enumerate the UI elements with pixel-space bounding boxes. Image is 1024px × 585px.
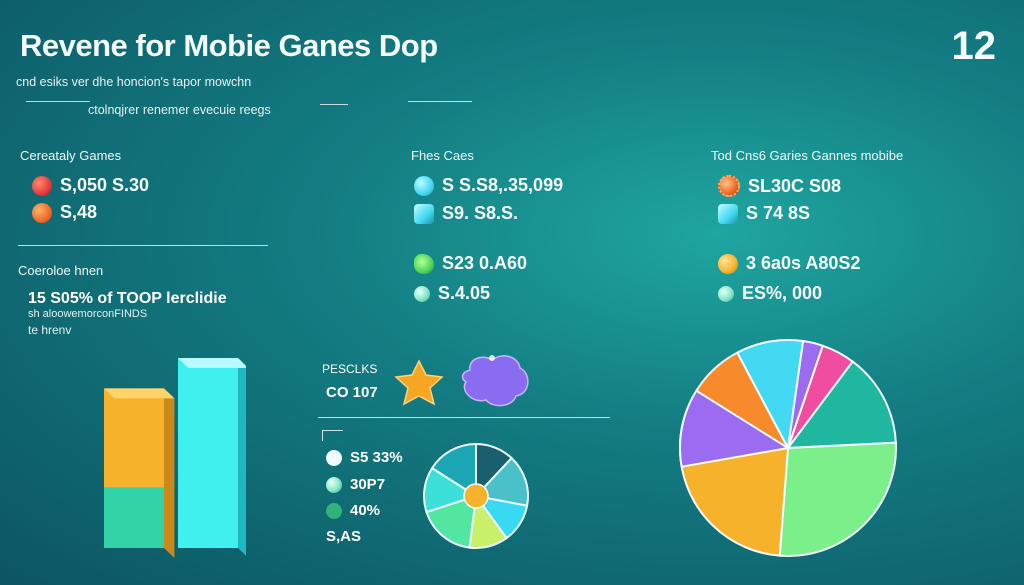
left-stat-2: S,48 [32, 202, 97, 223]
middle-pie-bracket [322, 430, 343, 441]
globe-icon [326, 476, 342, 493]
left-stat-1-value: S,050 S.30 [60, 175, 150, 195]
right-section-heading: Tod Cns6 Garies Gannes mobibe [711, 148, 904, 163]
red-gem-icon [32, 175, 52, 196]
bar-1-lower-band [104, 487, 164, 548]
bar-chart [104, 358, 246, 558]
right-stat-2: S 74 8S [718, 203, 810, 224]
left-metric-caption-2: te hrenv [28, 323, 72, 337]
pie-legend-2-value: 30P7 [350, 476, 386, 493]
orange-gem-icon [32, 202, 52, 223]
left-metric-caption: sh aloowemorconFINDS [28, 308, 148, 320]
middle-stat-1: S S.S8,.35,099 [414, 175, 563, 196]
pie-legend-4: S,AS [326, 528, 361, 545]
page-title: Revene for Mobie Ganes Dop [20, 28, 438, 63]
middle-label-value: CO 107 [326, 384, 378, 401]
middle-stat-2-value: S9. S8.S. [442, 203, 519, 223]
globe-icon [414, 285, 430, 302]
middle-stat-4: S.4.05 [414, 283, 490, 304]
divider-sub-left [26, 101, 90, 102]
pie-legend-3-value: 40% [350, 502, 381, 519]
bar-1-side [164, 388, 175, 558]
middle-section-heading: Fhes Caes [411, 148, 474, 163]
globe-icon [718, 285, 734, 302]
yellow-coin-icon [718, 253, 738, 274]
purple-blob-icon [461, 355, 529, 407]
right-stat-4: ES%, 000 [718, 283, 822, 304]
mid-pie-slice-2 [474, 456, 529, 507]
cyan-gift-icon [718, 203, 738, 224]
green-dot-icon [326, 502, 342, 519]
right-pie-chart [679, 339, 897, 557]
middle-stat-3-value: S23 0.A60 [442, 253, 528, 273]
pie-legend-4-value: S,AS [326, 528, 362, 545]
left-section-heading-2: Coeroloe hnen [18, 263, 104, 278]
right-stat-2-value: S 74 8S [746, 203, 811, 223]
cyan-orb-icon [414, 175, 434, 196]
bar-2-top [178, 358, 246, 368]
right-stat-4-value: ES%, 000 [742, 283, 823, 303]
divider-sub-right [408, 101, 472, 102]
green-leaf-icon [414, 253, 434, 274]
bar-2 [178, 358, 238, 548]
left-stat-1: S,050 S.30 [32, 175, 149, 196]
middle-pie-chart [423, 442, 529, 549]
bar-1-top [104, 388, 175, 399]
orange-star-icon [394, 359, 444, 406]
right-stat-1-value: SL30C S08 [748, 175, 842, 196]
middle-pie-divider [318, 417, 610, 418]
white-dot-icon [326, 449, 342, 466]
bar-2-side [238, 358, 246, 556]
divider-sub-mid [320, 104, 348, 105]
right-stat-3: 3 6a0s A80S2 [718, 253, 860, 274]
big-pie-slice-7 [735, 339, 805, 452]
mid-pie-center [463, 483, 489, 509]
big-pie-slice-extra [679, 389, 791, 468]
middle-stat-4-value: S.4.05 [438, 283, 491, 303]
right-stat-1: SL30C S08 [718, 175, 841, 197]
big-pie-slice-4 [778, 441, 897, 557]
left-stat-2-value: S,48 [60, 202, 98, 222]
left-section-divider [18, 245, 268, 246]
pie-legend-1: S5 33% [326, 449, 403, 466]
pie-legend-2: 30P7 [326, 476, 385, 493]
middle-stat-1-value: S S.S8,.35,099 [442, 175, 564, 195]
big-pie-slice-5 [679, 446, 790, 557]
mid-pie-slice-7 [430, 442, 477, 498]
pie-legend-3: 40% [326, 502, 380, 519]
left-metric-line: 15 S05% of TOOP lerclidie [28, 290, 227, 307]
middle-label-top: PESCLKS [322, 362, 378, 376]
right-stat-3-value: 3 6a0s A80S2 [746, 253, 861, 273]
big-pie-slice-3 [785, 360, 897, 450]
subtitle-line-1: cnd esiks ver dhe honcion's tapor mowchn [16, 75, 252, 89]
pie-legend-1-value: S5 33% [350, 449, 403, 466]
subtitle-line-2: ctolnqjrer renemer evecuie reegs [88, 103, 271, 117]
middle-stat-3: S23 0.A60 [414, 253, 527, 274]
page-number: 12 [951, 24, 997, 68]
left-section-heading: Cereataly Games [20, 148, 122, 163]
orange-gear-icon [718, 175, 740, 197]
middle-stat-2: S9. S8.S. [414, 203, 518, 224]
cyan-gift-icon [414, 203, 434, 224]
